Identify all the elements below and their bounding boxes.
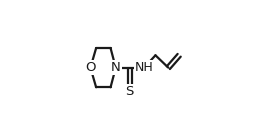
- Text: O: O: [85, 61, 95, 74]
- Text: N: N: [110, 61, 120, 74]
- Text: S: S: [125, 85, 133, 98]
- Text: NH: NH: [134, 61, 153, 74]
